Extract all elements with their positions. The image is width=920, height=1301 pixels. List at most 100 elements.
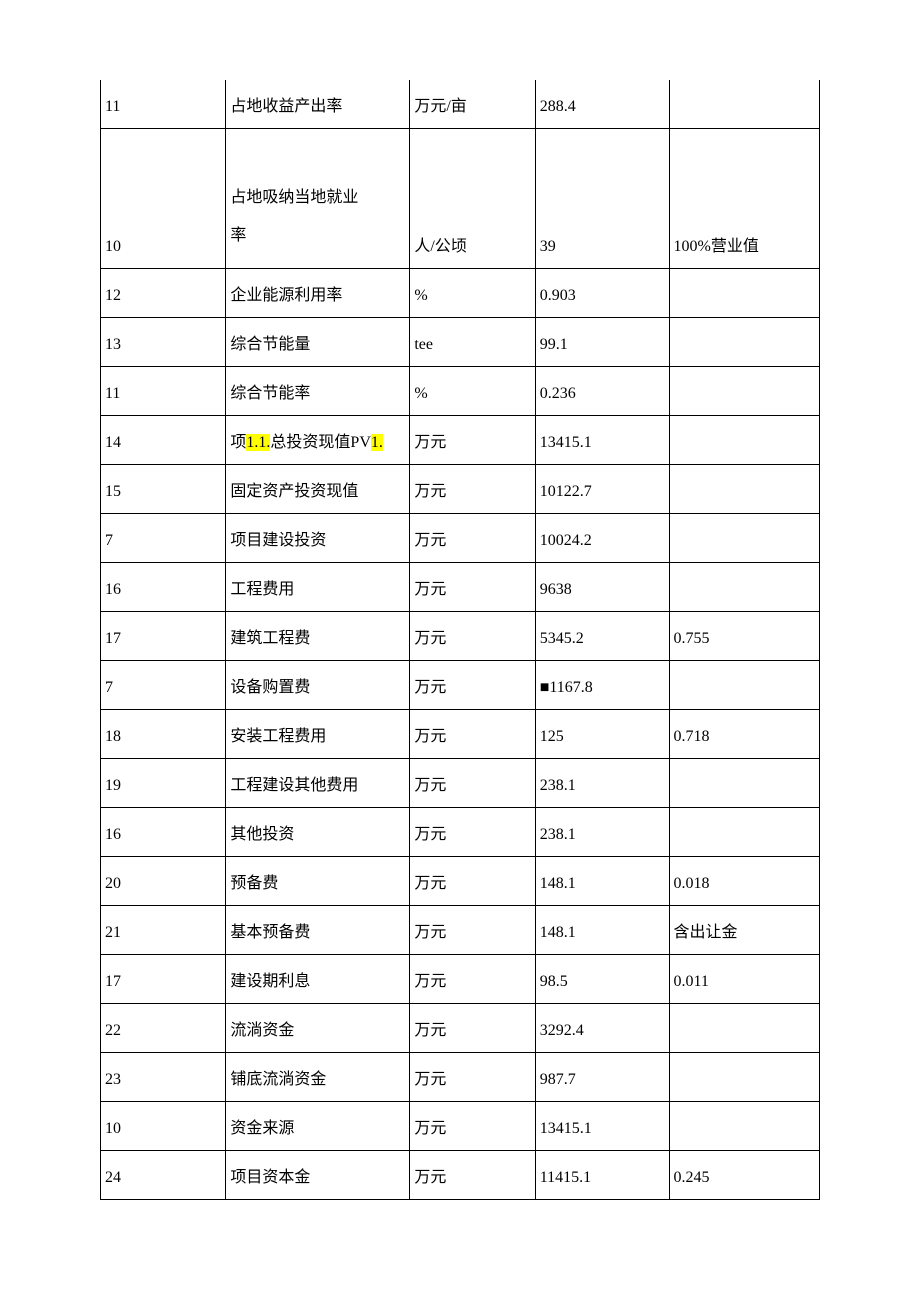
cell-note: 0.011 [669, 954, 820, 1003]
table-row: 16工程费用万元9638 [101, 562, 820, 611]
cell-name: 设备购置费 [226, 660, 410, 709]
cell-value: 3292.4 [535, 1003, 669, 1052]
cell-value: 13415.1 [535, 1101, 669, 1150]
cell-index: 7 [101, 513, 226, 562]
cell-note [669, 513, 820, 562]
cell-name: 基本预备费 [226, 905, 410, 954]
cell-value: ■1167.8 [535, 660, 669, 709]
cell-unit: 人/公顷 [410, 129, 535, 269]
cell-index: 21 [101, 905, 226, 954]
cell-name: 综合节能量 [226, 317, 410, 366]
cell-note [669, 268, 820, 317]
cell-unit: 万元 [410, 611, 535, 660]
table-row: 15固定资产投资现值万元10122.7 [101, 464, 820, 513]
cell-name: 流淌资金 [226, 1003, 410, 1052]
cell-value: 238.1 [535, 758, 669, 807]
cell-unit: 万元 [410, 1052, 535, 1101]
cell-value: 10122.7 [535, 464, 669, 513]
cell-name: 企业能源利用率 [226, 268, 410, 317]
cell-value: 288.4 [535, 80, 669, 129]
cell-unit: 万元 [410, 856, 535, 905]
cell-name: 综合节能率 [226, 366, 410, 415]
cell-index: 23 [101, 1052, 226, 1101]
cell-note: 0.755 [669, 611, 820, 660]
cell-index: 16 [101, 562, 226, 611]
cell-unit: % [410, 268, 535, 317]
cell-unit: tee [410, 317, 535, 366]
cell-unit: 万元 [410, 513, 535, 562]
cell-value: 238.1 [535, 807, 669, 856]
cell-value: 98.5 [535, 954, 669, 1003]
table-row: 7设备购置费万元■1167.8 [101, 660, 820, 709]
cell-unit: 万元 [410, 1003, 535, 1052]
cell-name: 资金来源 [226, 1101, 410, 1150]
cell-unit: % [410, 366, 535, 415]
cell-index: 24 [101, 1150, 226, 1199]
cell-value: 987.7 [535, 1052, 669, 1101]
table-row: 21基本预备费万元148.1含出让金 [101, 905, 820, 954]
cell-unit: 万元 [410, 464, 535, 513]
cell-note [669, 317, 820, 366]
cell-note: 0.718 [669, 709, 820, 758]
cell-value: 0.236 [535, 366, 669, 415]
cell-index: 13 [101, 317, 226, 366]
cell-note: 0.245 [669, 1150, 820, 1199]
cell-value: 148.1 [535, 905, 669, 954]
cell-unit: 万元 [410, 807, 535, 856]
cell-note [669, 758, 820, 807]
cell-note: 100%营业值 [669, 129, 820, 269]
cell-name: 建筑工程费 [226, 611, 410, 660]
cell-name: 建设期利息 [226, 954, 410, 1003]
cell-note [669, 1101, 820, 1150]
cell-index: 11 [101, 80, 226, 129]
table-row: 23铺底流淌资金万元987.7 [101, 1052, 820, 1101]
cell-unit: 万元 [410, 758, 535, 807]
cell-index: 7 [101, 660, 226, 709]
cell-note [669, 415, 820, 464]
cell-note [669, 562, 820, 611]
cell-note [669, 660, 820, 709]
table-row: 18安装工程费用万元1250.718 [101, 709, 820, 758]
table-row: 14项1.1.总投资现值PV1.万元13415.1 [101, 415, 820, 464]
cell-note: 含出让金 [669, 905, 820, 954]
cell-name: 工程建设其他费用 [226, 758, 410, 807]
cell-value: 0.903 [535, 268, 669, 317]
data-table: 11占地收益产出率万元/亩288.410占地吸纳当地就业率人/公顷39100%营… [100, 80, 820, 1200]
cell-name: 其他投资 [226, 807, 410, 856]
cell-value: 39 [535, 129, 669, 269]
cell-index: 15 [101, 464, 226, 513]
cell-unit: 万元 [410, 905, 535, 954]
cell-note [669, 366, 820, 415]
cell-name: 占地收益产出率 [226, 80, 410, 129]
cell-index: 19 [101, 758, 226, 807]
table-row: 10资金来源万元13415.1 [101, 1101, 820, 1150]
table-row: 17建筑工程费万元5345.20.755 [101, 611, 820, 660]
table-row: 22流淌资金万元3292.4 [101, 1003, 820, 1052]
cell-unit: 万元 [410, 660, 535, 709]
cell-unit: 万元 [410, 562, 535, 611]
table-row: 17建设期利息万元98.50.011 [101, 954, 820, 1003]
cell-index: 20 [101, 856, 226, 905]
cell-name: 项目建设投资 [226, 513, 410, 562]
cell-value: 13415.1 [535, 415, 669, 464]
cell-value: 125 [535, 709, 669, 758]
cell-index: 11 [101, 366, 226, 415]
cell-unit: 万元 [410, 1150, 535, 1199]
cell-index: 12 [101, 268, 226, 317]
cell-index: 18 [101, 709, 226, 758]
cell-note [669, 1003, 820, 1052]
cell-index: 14 [101, 415, 226, 464]
cell-unit: 万元/亩 [410, 80, 535, 129]
table-row: 10占地吸纳当地就业率人/公顷39100%营业值 [101, 129, 820, 269]
table-row: 13综合节能量tee99.1 [101, 317, 820, 366]
table-row: 11综合节能率%0.236 [101, 366, 820, 415]
cell-name: 预备费 [226, 856, 410, 905]
cell-name: 占地吸纳当地就业率 [226, 129, 410, 269]
cell-name: 铺底流淌资金 [226, 1052, 410, 1101]
cell-index: 10 [101, 129, 226, 269]
cell-unit: 万元 [410, 954, 535, 1003]
table-row: 20预备费万元148.10.018 [101, 856, 820, 905]
cell-index: 16 [101, 807, 226, 856]
cell-name: 安装工程费用 [226, 709, 410, 758]
cell-note [669, 464, 820, 513]
